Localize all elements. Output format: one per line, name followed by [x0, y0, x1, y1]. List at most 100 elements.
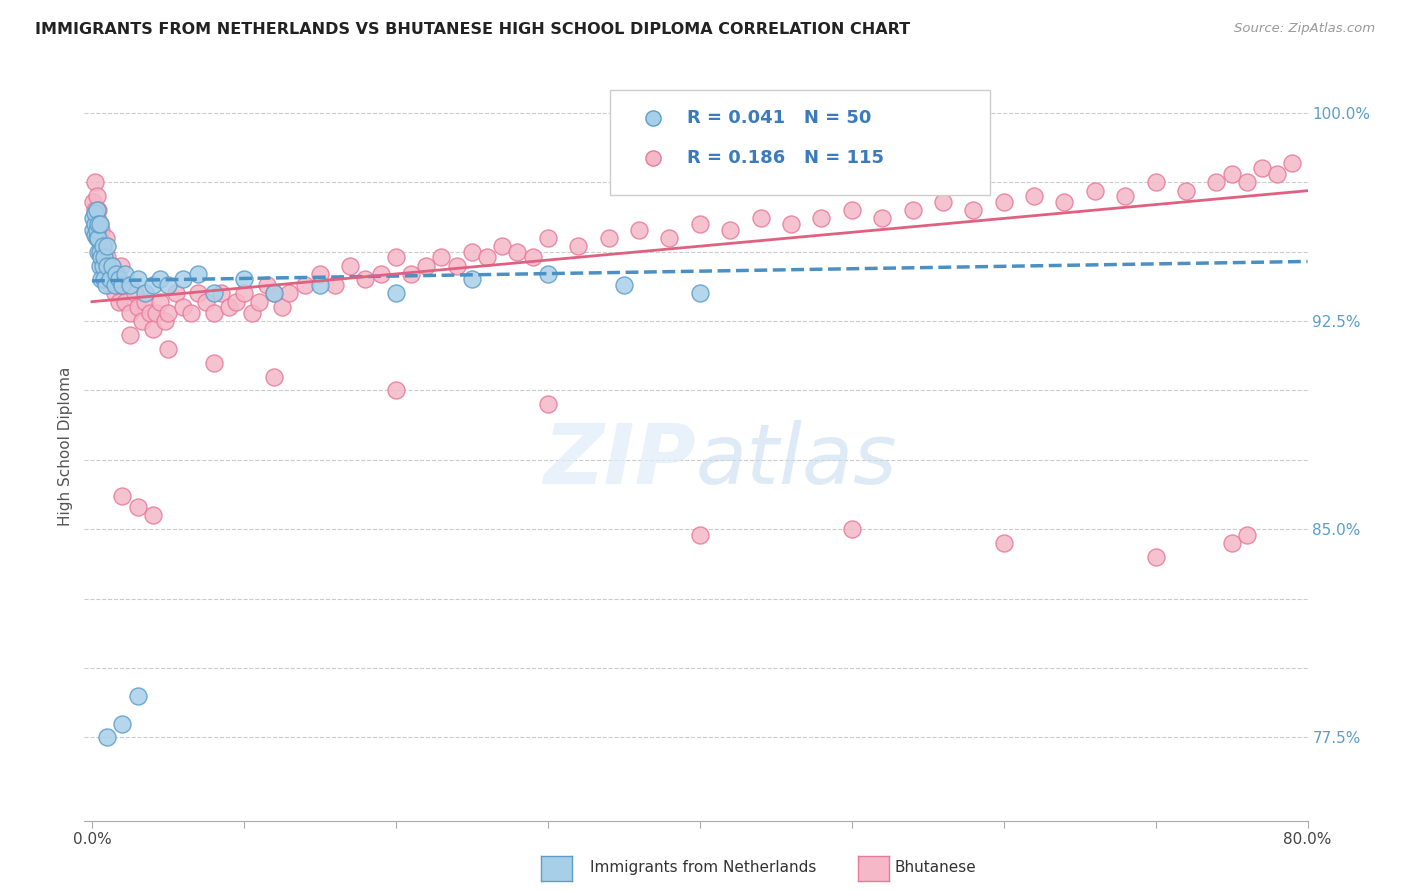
Point [475, 250, 498, 264]
Point [149, 294, 172, 309]
Point [82, 222, 104, 236]
Point [131, 314, 153, 328]
Text: IMMIGRANTS FROM NETHERLANDS VS BHUTANESE HIGH SCHOOL DIPLOMA CORRELATION CHART: IMMIGRANTS FROM NETHERLANDS VS BHUTANESE… [35, 22, 910, 37]
Point [165, 286, 187, 301]
Point [537, 397, 560, 411]
Point [385, 286, 408, 301]
Point [114, 294, 136, 309]
Point [93, 250, 115, 264]
Point [104, 286, 127, 301]
Point [138, 306, 160, 320]
Point [1220, 167, 1243, 181]
Point [82, 211, 104, 226]
Point [278, 286, 301, 301]
Point [1220, 536, 1243, 550]
Point [149, 272, 172, 286]
Point [153, 314, 176, 328]
Point [627, 222, 650, 236]
Point [1022, 189, 1045, 203]
Point [689, 528, 711, 542]
Point [1251, 161, 1274, 176]
Point [718, 222, 741, 236]
Point [247, 294, 270, 309]
Point [194, 294, 217, 309]
Point [100, 259, 122, 273]
Point [96, 239, 118, 253]
Point [98, 272, 121, 286]
Point [145, 306, 167, 320]
Point [84, 206, 107, 220]
Point [780, 217, 803, 231]
Point [90, 222, 112, 236]
Point [522, 250, 544, 264]
Point [187, 286, 209, 301]
Point [84, 228, 107, 243]
Point [901, 203, 924, 218]
Point [111, 278, 134, 293]
Point [142, 508, 165, 523]
Point [240, 306, 263, 320]
Point [82, 194, 104, 209]
Point [461, 272, 484, 286]
Point [111, 489, 134, 503]
Point [294, 278, 316, 293]
Point [567, 239, 589, 253]
Point [84, 203, 107, 218]
Point [91, 259, 114, 273]
Point [339, 259, 361, 273]
Point [87, 244, 110, 259]
Point [1236, 528, 1258, 542]
Point [89, 259, 111, 273]
Point [1144, 549, 1167, 564]
Point [1114, 189, 1136, 203]
Point [841, 522, 863, 536]
Point [142, 278, 165, 293]
Point [84, 175, 107, 189]
Point [110, 259, 132, 273]
Point [127, 500, 149, 514]
Point [932, 194, 955, 209]
Point [263, 369, 285, 384]
Point [93, 250, 115, 264]
Point [1205, 175, 1227, 189]
Point [97, 267, 120, 281]
Point [180, 306, 202, 320]
Point [323, 278, 346, 293]
Point [91, 239, 114, 253]
Point [87, 217, 110, 231]
Point [430, 250, 453, 264]
Point [309, 278, 332, 293]
Point [96, 250, 118, 264]
Point [256, 278, 278, 293]
Point [100, 259, 122, 273]
Point [537, 267, 560, 281]
Point [87, 231, 110, 245]
Point [172, 300, 194, 314]
Point [232, 286, 254, 301]
Point [385, 384, 408, 398]
Point [142, 322, 165, 336]
Point [89, 231, 111, 245]
Point [89, 217, 111, 231]
Point [202, 306, 225, 320]
Point [111, 716, 134, 731]
Text: atlas: atlas [696, 420, 897, 501]
Point [870, 211, 893, 226]
Text: ZIP: ZIP [543, 420, 696, 501]
Point [91, 239, 114, 253]
Point [93, 272, 115, 286]
Point [105, 267, 128, 281]
Point [187, 267, 209, 281]
Point [689, 217, 711, 231]
Point [491, 239, 513, 253]
Text: R = 0.186   N = 115: R = 0.186 N = 115 [688, 149, 884, 167]
Point [134, 286, 156, 301]
Point [1053, 194, 1076, 209]
Point [90, 272, 112, 286]
Point [1236, 175, 1258, 189]
Point [94, 231, 117, 245]
Point [1144, 175, 1167, 189]
Point [810, 211, 832, 226]
Point [598, 231, 620, 245]
Point [104, 278, 127, 293]
